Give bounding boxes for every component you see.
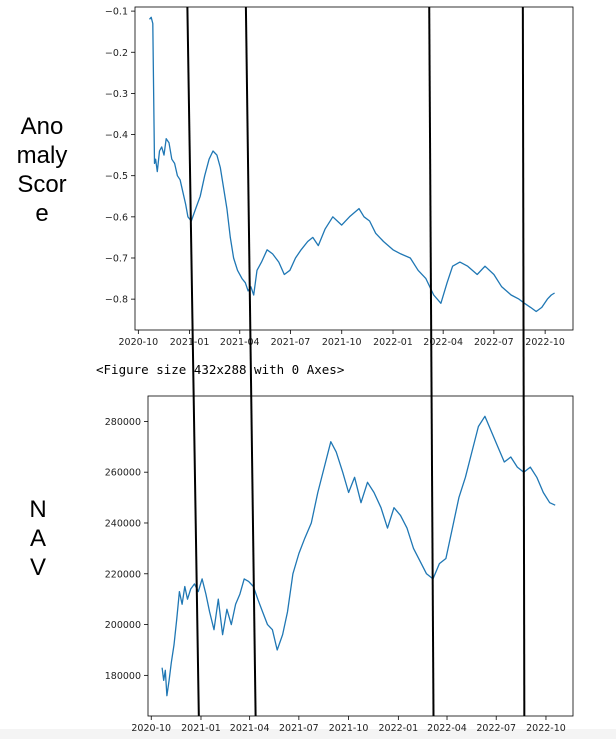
- nav-y-tick-label: 180000: [105, 671, 141, 682]
- nav-side-label: N A V: [29, 496, 47, 581]
- anomaly-axes-frame: [134, 6, 574, 331]
- anomaly-x-tick-label: 2022-01: [373, 337, 413, 348]
- anomaly-y-tick-label: −0.3: [105, 89, 128, 100]
- anomaly-x-tick-label: 2022-07: [474, 337, 514, 348]
- nav-x-tick-label: 2020-10: [131, 723, 171, 734]
- anomaly-y-tick-label: −0.2: [105, 48, 128, 59]
- nav-y-tick-label: 260000: [105, 468, 141, 479]
- nav-x-tick-label: 2021-10: [329, 723, 369, 734]
- anomaly-y-tick-label: −0.6: [105, 212, 128, 223]
- anomaly-y-tick-label: −0.1: [105, 7, 128, 18]
- anomaly-x-tick-label: 2021-01: [170, 337, 210, 348]
- nav-axes-frame: [147, 395, 574, 717]
- anomaly-series-line: [149, 16, 555, 313]
- nav-series-line: [161, 415, 556, 697]
- event-marker-line: [186, 6, 200, 717]
- nav-y-tick-label: 220000: [105, 569, 141, 580]
- nav-chart: 180000 200000 220000 240000 260000 280000 2020…: [105, 395, 574, 734]
- anomaly-x-tick-label: 2021-07: [271, 337, 311, 348]
- anomaly-y-tick-label: −0.4: [105, 130, 128, 141]
- event-marker-lines: [186, 6, 526, 717]
- nav-x-tick-label: 2022-10: [526, 723, 566, 734]
- nav-x-tick-label: 2021-07: [279, 723, 319, 734]
- bottom-shadow: [0, 729, 616, 739]
- nav-y-tick-label: 240000: [105, 518, 141, 529]
- nav-y-tick-label: 200000: [105, 620, 141, 631]
- nav-y-tick-label: 280000: [105, 417, 141, 428]
- anomaly-x-tick-label: 2021-04: [220, 337, 260, 348]
- anomaly-x-tick-label: 2020-10: [118, 337, 158, 348]
- anomaly-y-tick-label: −0.8: [105, 295, 128, 306]
- anomaly-x-tick-label: 2022-04: [423, 337, 463, 348]
- nav-x-tick-label: 2022-01: [378, 723, 418, 734]
- event-marker-line: [521, 6, 526, 717]
- figure-size-note: <Figure size 432x288 with 0 Axes>: [96, 362, 345, 377]
- nav-x-tick-label: 2022-04: [427, 723, 467, 734]
- anomaly-y-tick-label: −0.5: [105, 171, 128, 182]
- anomaly-y-tick-label: −0.7: [105, 253, 128, 264]
- nav-x-tick-label: 2022-07: [476, 723, 516, 734]
- anomaly-x-tick-label: 2022-10: [525, 337, 565, 348]
- anomaly-score-chart: −0.1 −0.2 −0.3 −0.4 −0.5 −0.6 −0.7 −0.8 2020-10 2…: [105, 6, 574, 348]
- event-marker-line: [428, 6, 435, 717]
- nav-x-tick-label: 2021-01: [181, 723, 221, 734]
- anomaly-score-side-label: Ano maly Scor e: [16, 113, 68, 227]
- anomaly-x-tick-label: 2021-10: [322, 337, 362, 348]
- nav-x-tick-label: 2021-04: [230, 723, 270, 734]
- event-marker-line: [244, 6, 257, 717]
